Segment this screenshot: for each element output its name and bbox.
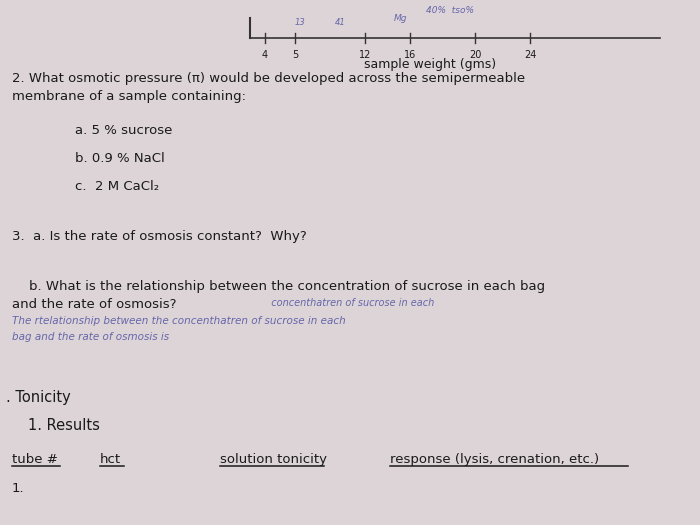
Text: . Tonicity: . Tonicity — [6, 390, 71, 405]
Text: and the rate of osmosis?: and the rate of osmosis? — [12, 298, 176, 311]
Text: response (lysis, crenation, etc.): response (lysis, crenation, etc.) — [390, 453, 599, 466]
Text: membrane of a sample containing:: membrane of a sample containing: — [12, 90, 246, 103]
Text: 16: 16 — [404, 50, 416, 60]
Text: bag and the rate of osmosis is: bag and the rate of osmosis is — [12, 332, 169, 342]
Text: 12: 12 — [359, 50, 371, 60]
Text: 40%  tso%: 40% tso% — [426, 6, 474, 15]
Text: The rtelationship between the concenthatren of sucrose in each: The rtelationship between the concenthat… — [12, 316, 346, 326]
Text: 41: 41 — [335, 18, 345, 27]
Text: tube #: tube # — [12, 453, 58, 466]
Text: 24: 24 — [524, 50, 536, 60]
Text: c.  2 M CaCl₂: c. 2 M CaCl₂ — [75, 180, 159, 193]
Text: hct: hct — [100, 453, 121, 466]
Text: Mg: Mg — [393, 14, 407, 23]
Text: 13: 13 — [295, 18, 305, 27]
Text: 4: 4 — [262, 50, 268, 60]
Text: 1.: 1. — [12, 482, 24, 495]
Text: a. 5 % sucrose: a. 5 % sucrose — [75, 124, 172, 137]
Text: b. What is the relationship between the concentration of sucrose in each bag: b. What is the relationship between the … — [12, 280, 545, 293]
Text: 1. Results: 1. Results — [28, 418, 100, 433]
Text: 5: 5 — [292, 50, 298, 60]
Text: concenthatren of sucrose in each: concenthatren of sucrose in each — [265, 298, 434, 308]
Text: 3.  a. Is the rate of osmosis constant?  Why?: 3. a. Is the rate of osmosis constant? W… — [12, 230, 307, 243]
Text: sample weight (gms): sample weight (gms) — [364, 58, 496, 71]
Text: 2. What osmotic pressure (π) would be developed across the semipermeable: 2. What osmotic pressure (π) would be de… — [12, 72, 525, 85]
Text: b. 0.9 % NaCl: b. 0.9 % NaCl — [75, 152, 164, 165]
Text: solution tonicity: solution tonicity — [220, 453, 327, 466]
Text: 20: 20 — [469, 50, 481, 60]
